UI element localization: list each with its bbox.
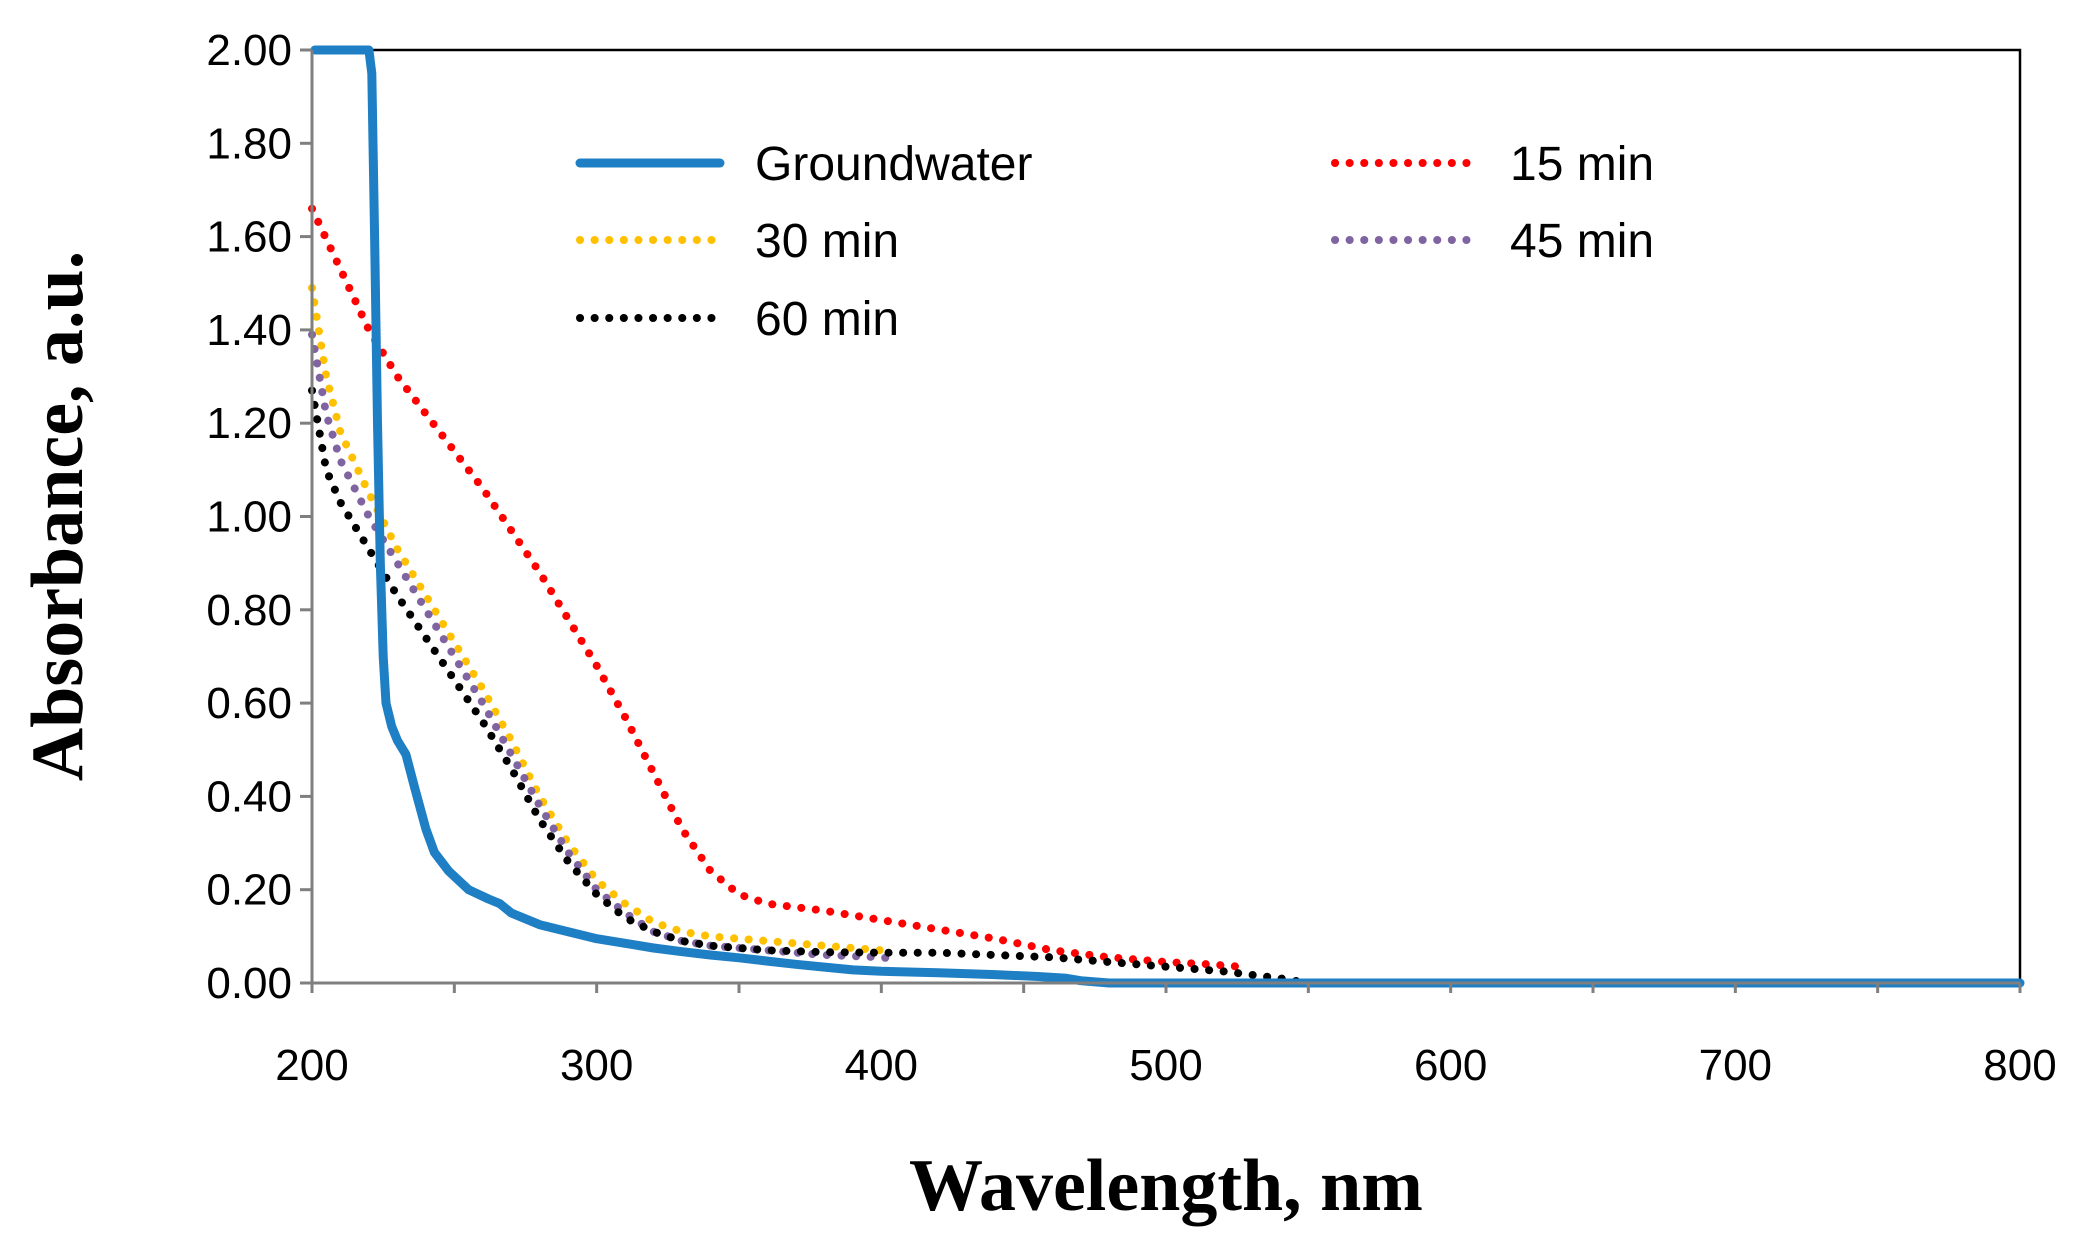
x-tick-label: 500 xyxy=(1129,1041,1202,1090)
legend-label: 60 min xyxy=(755,293,899,346)
plot-frame xyxy=(310,48,2022,985)
plot-area-border xyxy=(310,48,2022,985)
x-tick-label: 300 xyxy=(560,1041,633,1090)
series-line-45-min xyxy=(308,330,897,963)
x-tick-label: 700 xyxy=(1699,1041,1772,1090)
series-line-15-min xyxy=(308,204,1244,971)
y-tick-label: 0.20 xyxy=(206,866,292,915)
x-tick-label: 600 xyxy=(1414,1041,1487,1090)
y-axis-title: Absorbance, a.u. xyxy=(17,251,99,781)
y-tick-label: 1.00 xyxy=(206,493,292,542)
series-line-60-min xyxy=(308,386,2024,987)
x-axis-title: Wavelength, nm xyxy=(909,1145,1423,1227)
x-tick-label: 200 xyxy=(275,1041,348,1090)
legend: Groundwater 15 min 30 min 45 min 60 min xyxy=(575,138,1654,346)
y-tick-label: 1.40 xyxy=(206,306,292,355)
legend-label: Groundwater xyxy=(755,138,1032,191)
legend-item-60-min: 60 min xyxy=(576,293,899,346)
y-tick-label: 0.40 xyxy=(206,772,292,821)
y-tick-label: 0.60 xyxy=(206,679,292,728)
x-tick-label: 400 xyxy=(845,1041,918,1090)
y-tick-label: 0.80 xyxy=(206,586,292,635)
ticks-layer: 0.00 0.20 0.40 0.60 0.80 1.00 1.20 1.40 1.60 1.80… xyxy=(206,26,2056,1090)
series-layer xyxy=(308,45,2025,988)
legend-item-groundwater: Groundwater xyxy=(575,138,1032,191)
legend-item-30-min: 30 min xyxy=(576,215,899,268)
legend-item-15-min: 15 min xyxy=(1331,138,1654,191)
axes-layer xyxy=(310,50,2020,985)
y-tick-label: 1.60 xyxy=(206,213,292,262)
legend-label: 15 min xyxy=(1510,138,1654,191)
legend-item-45-min: 45 min xyxy=(1331,215,1654,268)
series-line-30-min xyxy=(308,283,897,957)
series-line-groundwater xyxy=(310,45,2025,988)
y-tick-label: 0.00 xyxy=(206,959,292,1008)
legend-label: 30 min xyxy=(755,215,899,268)
y-tick-label: 1.80 xyxy=(206,119,292,168)
legend-label: 45 min xyxy=(1510,215,1654,268)
y-tick-label: 2.00 xyxy=(206,26,292,75)
x-tick-label: 800 xyxy=(1983,1041,2056,1090)
y-tick-label: 1.20 xyxy=(206,399,292,448)
